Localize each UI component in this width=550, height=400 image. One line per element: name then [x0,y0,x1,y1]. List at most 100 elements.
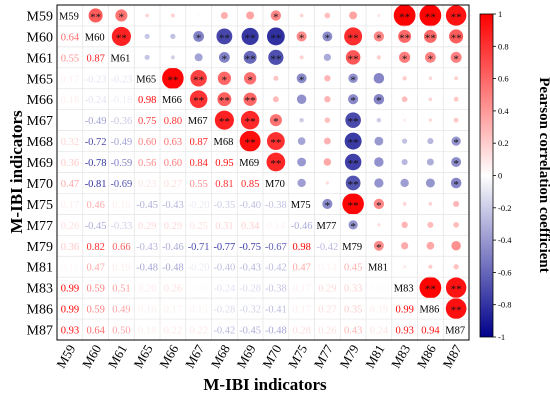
significance-marker: ** [348,137,359,149]
corr-circle-m77-m81 [377,223,381,227]
corr-value-m68-m59: 0.32 [61,137,79,148]
corr-value-m77-m60: -0.45 [85,221,107,232]
corr-value-m87-m67: 0.22 [189,326,207,337]
corr-circle-m65-m66 [162,67,184,90]
corr-value-m75-m61: 0.18 [112,200,130,211]
corr-circle-m61-m75 [299,55,304,60]
corr-value-m79-m70: -0.67 [265,242,287,253]
corr-circle-m68-m77 [323,137,331,145]
corr-value-m87-m68: -0.42 [213,326,235,337]
colorbar-tick-label: -1 [498,332,505,342]
significance-marker: ** [90,11,101,23]
significance-marker: ** [193,95,204,107]
corr-value-m87-m79: 0.43 [344,326,362,337]
significance-marker: ** [219,32,230,44]
significance-marker: ** [348,116,359,128]
colorbar-tick-label: 0.8 [498,41,509,51]
corr-circle-m61-m81 [376,55,381,60]
corr-circle-m75-m87 [453,200,460,207]
corr-value-m79-m66: -0.46 [162,242,184,253]
colorbar [479,13,494,338]
diag-label-m87: M87 [445,326,465,337]
correlation-cells: M59 ** * * ** ** **0.64 M60 ** * ** ** ** * * ** * ** ** **… [59,4,467,337]
corr-value-m68-m66: 0.63 [164,137,182,148]
colorbar-tick-label: 0.2 [498,138,509,148]
corr-circle-m59-m77 [324,12,331,19]
significance-marker: ** [348,32,359,44]
corr-circle-m66-m69 [243,92,257,106]
corr-value-m87-m59: 0.93 [61,326,79,337]
significance-marker: ** [245,137,256,149]
significance-marker: * [273,116,279,128]
corr-circle-m66-m68 [217,92,232,107]
corr-value-m83-m59: 0.99 [61,284,79,295]
corr-value-m86-m67: 0.15 [189,305,207,316]
corr-value-m81-m77: 0.14 [318,263,337,274]
diag-label-m69: M69 [239,158,259,169]
corr-circle-m59-m65 [145,13,149,18]
corr-circle-m69-m79 [344,153,362,171]
corr-value-m81-m60: 0.47 [86,263,104,274]
corr-circle-m65-m81 [373,73,385,84]
corr-value-m87-m83: 0.93 [395,326,413,337]
corr-circle-m66-m75 [296,94,307,104]
corr-value-m75-m66: -0.43 [162,200,184,211]
significance-marker: ** [451,305,462,317]
colorbar-ticks: 1 0.8 0.6 0.4 0.2 0 -0.2 -0.4 -0.6 -0.8 -1 [493,9,512,342]
significance-marker: * [247,74,253,86]
corr-value-m69-m65: 0.56 [138,158,156,169]
corr-value-m77-m68: 0.31 [215,221,233,232]
corr-circle-m59-m67 [197,13,201,17]
corr-circle-m69-m81 [374,157,384,167]
corr-circle-m70-m79 [345,175,361,191]
corr-circle-m67-m68 [214,110,234,130]
diag-label-m59: M59 [59,11,79,22]
corr-circle-m67-m75 [299,117,304,123]
corr-value-m75-m60: 0.46 [86,200,104,211]
corr-value-m69-m61: -0.59 [110,158,132,169]
diag-label-m86: M86 [420,305,440,316]
corr-circle-m66-m87 [453,96,459,102]
corr-value-m77-m70: 0.14 [267,221,286,232]
y-tick-label-m77: M77 [27,219,53,234]
corr-circle-m75-m86 [428,202,433,206]
y-tick-label-m86: M86 [27,303,53,318]
corr-value-m68-m61: -0.49 [110,137,132,148]
significance-marker: * [376,242,382,254]
corr-circle-m61-m77 [323,53,332,61]
colorbar-tick-label: -0.2 [498,203,511,213]
corr-value-m86-m70: -0.41 [265,305,287,316]
corr-circle-m69-m87 [451,157,462,167]
corr-circle-m59-m75 [299,13,304,18]
significance-marker: ** [425,32,436,44]
corr-value-m66-m60: -0.24 [85,95,108,106]
corr-value-m83-m81: 0.09 [370,284,388,295]
corr-circle-m70-m87 [450,177,462,189]
corr-circle-m83-m87 [445,277,467,298]
y-tick-label-m59: M59 [27,9,53,24]
corr-value-m70-m66: 0.27 [164,179,182,190]
corr-value-m86-m65: 0.16 [138,305,156,316]
corr-circle-m86-m87 [445,298,467,319]
significance-marker: * [222,53,228,65]
corr-circle-m60-m83 [398,29,412,43]
corr-value-m87-m77: 0.26 [318,326,336,337]
corr-value-m69-m67: 0.84 [189,158,208,169]
corr-value-m79-m65: -0.43 [136,242,158,253]
corr-circle-m65-m79 [348,73,358,84]
corr-circle-m60-m68 [216,28,233,45]
corr-circle-m65-m86 [428,76,433,81]
significance-marker: ** [451,11,462,23]
corr-value-m65-m59: 0.17 [61,74,79,85]
corr-circle-m77-m83 [401,221,408,229]
x-axis-title: M-IBI indicators [203,375,327,394]
corr-value-m86-m68: -0.28 [213,305,235,316]
corr-circle-m66-m79 [348,94,359,105]
corr-circle-m59-m81 [377,13,381,17]
x-tick-label-m66: M66 [156,342,182,371]
corr-value-m79-m77: -0.42 [316,242,338,253]
x-tick-label-m65: M65 [130,342,155,371]
y-tick-label-m79: M79 [27,240,53,255]
corr-circle-m59-m66 [170,13,175,18]
colorbar-title: Pearson correlation coefficient [536,77,550,272]
